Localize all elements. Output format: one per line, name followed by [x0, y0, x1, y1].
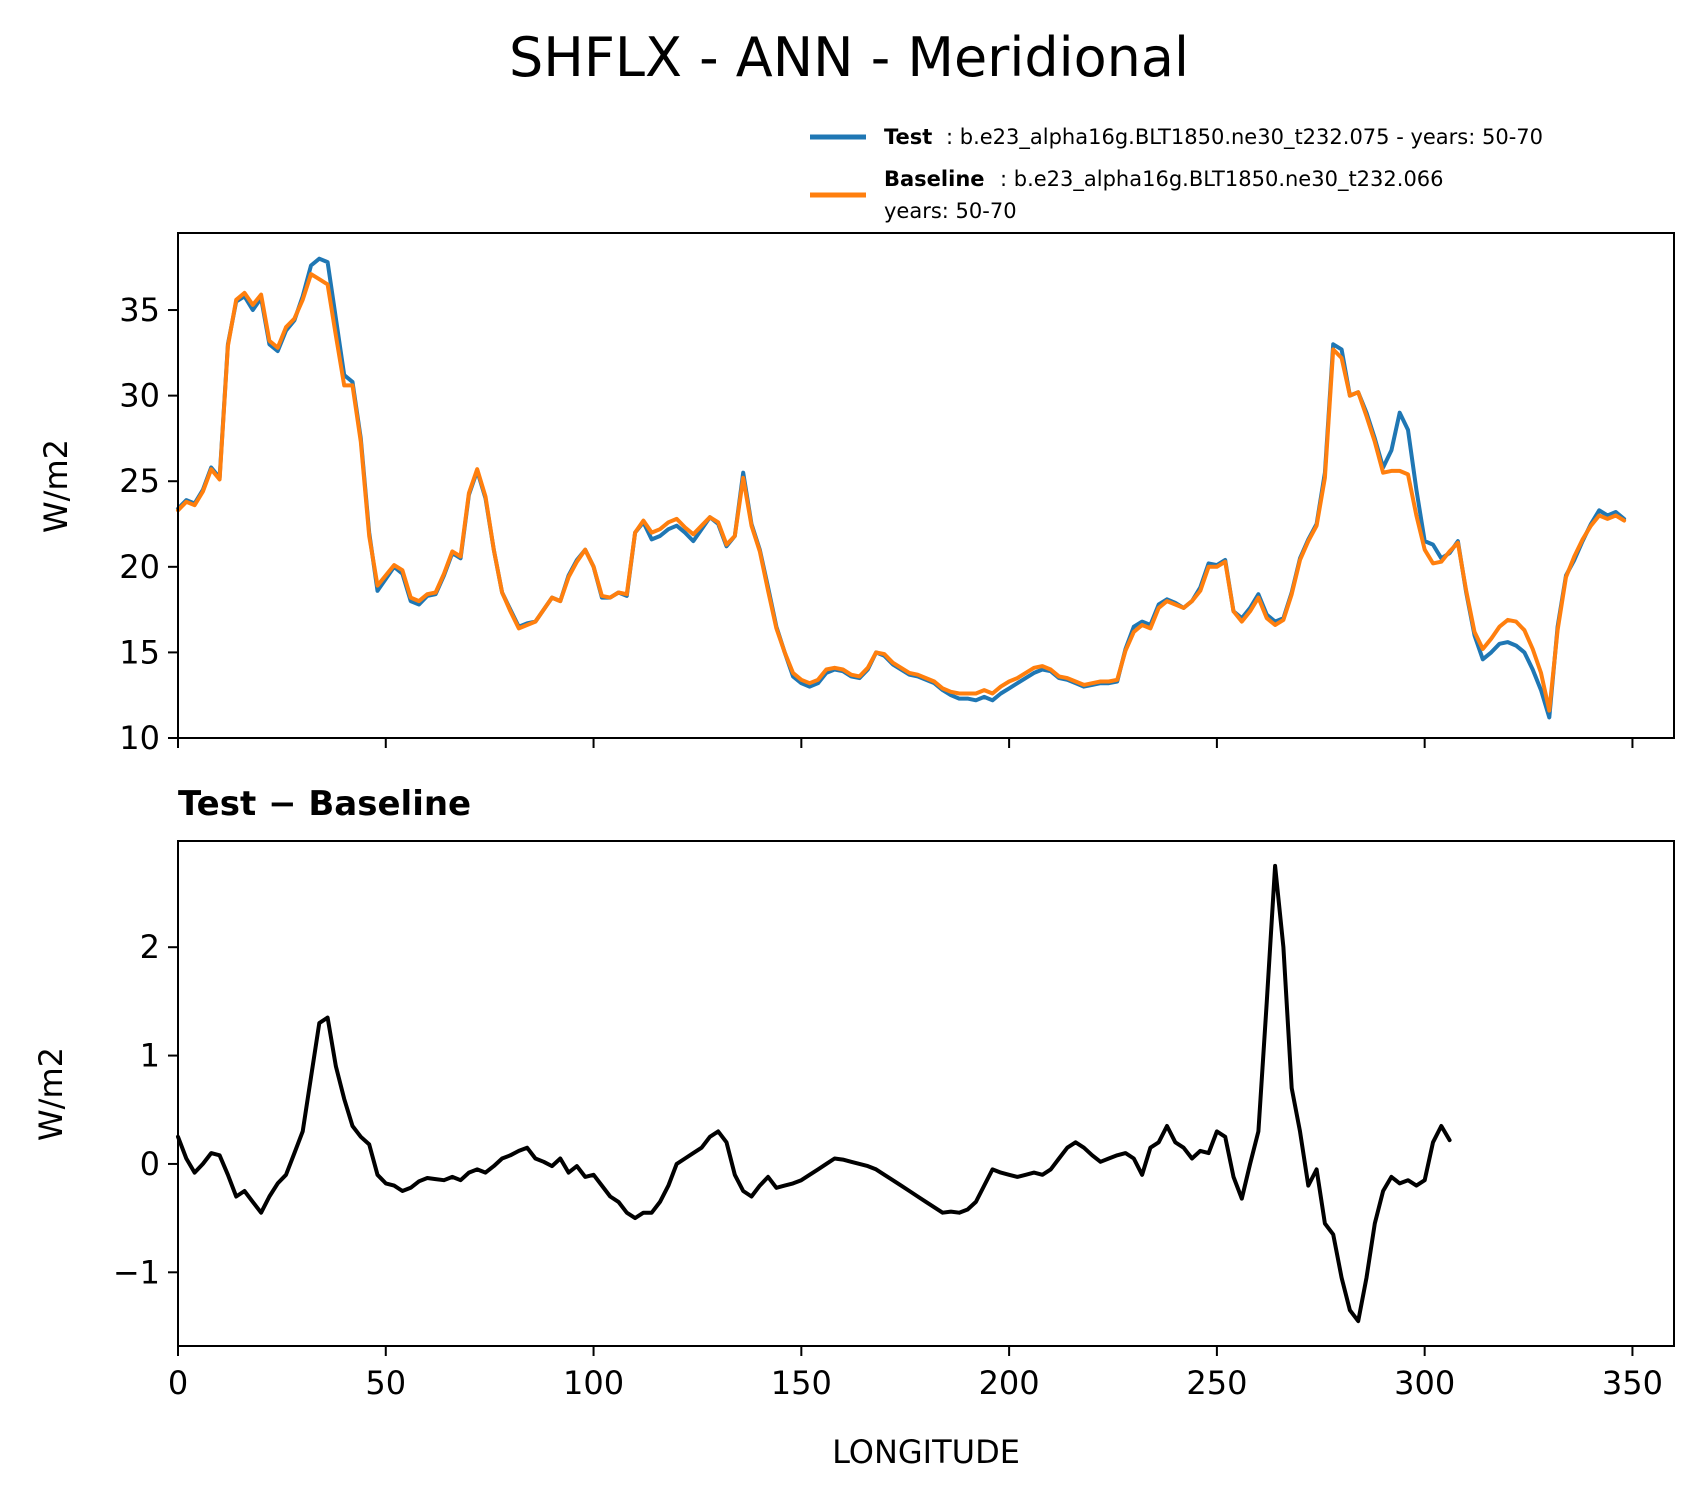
- top-ytick-label-2: 20: [119, 548, 160, 586]
- top-panel-lines: [176, 256, 1627, 720]
- top-panel-ticks: 10 15 20 25 30 35: [119, 291, 1634, 757]
- bottom-panel: Test − Baseline 0 50 100 150 200 250 300 350−10…: [32, 784, 1675, 1471]
- bottom-xtick-label-100: 100: [563, 1364, 624, 1402]
- bottom-xtick-label-50: 50: [365, 1364, 406, 1402]
- bottom-ytick-label-1: 0: [140, 1145, 160, 1183]
- legend: Test : b.e23_alpha16g.BLT1850.ne30_t232.…: [810, 125, 1543, 223]
- bottom-panel-title: Test − Baseline: [178, 784, 471, 824]
- bottom-xtick-label-150: 150: [771, 1364, 832, 1402]
- top-ytick-label-1: 15: [119, 633, 160, 671]
- top-ytick-label-0: 10: [119, 719, 160, 757]
- top-series-baseline: [176, 272, 1627, 713]
- bottom-xtick-label-300: 300: [1394, 1364, 1455, 1402]
- bottom-panel-lines: [176, 863, 1452, 1324]
- figure-title: SHFLX - ANN - Meridional: [509, 26, 1189, 89]
- top-ytick-label-4: 30: [119, 377, 160, 415]
- bottom-ytick-label-2: 1: [140, 1037, 160, 1075]
- bottom-series-test-baseline: [176, 863, 1452, 1324]
- bottom-xtick-label-250: 250: [1186, 1364, 1247, 1402]
- legend-baseline-text-line2: years: 50-70: [884, 199, 1017, 223]
- bottom-xtick-label-200: 200: [979, 1364, 1040, 1402]
- legend-test-name: Test: [884, 125, 932, 149]
- top-ytick-label-5: 35: [119, 291, 160, 329]
- top-series-test: [176, 256, 1627, 720]
- bottom-xtick-label-0: 0: [168, 1364, 188, 1402]
- bottom-xtick-label-350: 350: [1602, 1364, 1663, 1402]
- top-ylabel: W/m2: [37, 439, 75, 533]
- top-ytick-label-3: 25: [119, 462, 160, 500]
- top-panel: 10 15 20 25 30 35 W/m2: [37, 232, 1675, 757]
- legend-baseline-text-line1: : b.e23_alpha16g.BLT1850.ne30_t232.066: [1000, 167, 1444, 192]
- legend-baseline-name: Baseline: [884, 167, 985, 191]
- top-panel-frame: [177, 232, 1675, 739]
- bottom-ytick-label-0: −1: [113, 1253, 160, 1291]
- bottom-panel-ticks: 0 50 100 150 200 250 300 350 −1 0 1 2: [113, 928, 1663, 1402]
- bottom-ytick-label-3: 2: [140, 928, 160, 966]
- legend-test-text: : b.e23_alpha16g.BLT1850.ne30_t232.075 -…: [946, 125, 1543, 150]
- bottom-panel-frame: [177, 840, 1675, 1347]
- bottom-xlabel: LONGITUDE: [832, 1433, 1020, 1471]
- bottom-ylabel: W/m2: [32, 1047, 70, 1141]
